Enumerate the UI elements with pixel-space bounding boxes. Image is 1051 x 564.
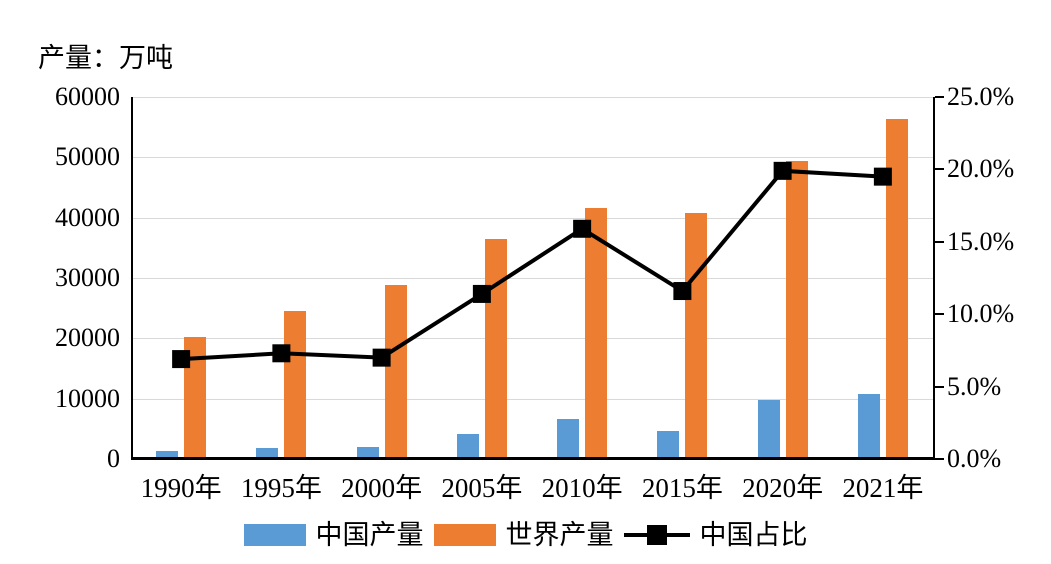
plot-area	[131, 97, 933, 459]
china-share-marker	[873, 167, 892, 186]
legend-label-china-production: 中国产量	[315, 520, 424, 550]
y-axis-right-tick-label: 0.0%	[947, 444, 1002, 473]
china-share-marker	[172, 350, 191, 369]
chart-title: 产量：万吨	[38, 43, 173, 73]
china-share-line-layer	[172, 161, 892, 369]
gridline	[131, 338, 933, 340]
y-axis-left-tick-label: 50000	[55, 142, 120, 172]
x-axis-category-label: 2005年	[441, 473, 523, 503]
bar-world-production	[685, 213, 708, 459]
bar-world-production	[885, 118, 908, 459]
bar-china-production	[757, 400, 780, 459]
legend: 中国产量 世界产量 中国占比	[0, 518, 1051, 552]
gridline	[131, 278, 933, 279]
legend-swatch-world-production	[433, 524, 496, 546]
china-share-marker	[472, 284, 491, 303]
x-axis-category-label: 1990年	[140, 473, 222, 503]
y-axis-right-tick-label: 25.0%	[947, 82, 1015, 111]
x-axis-category-label: 2015年	[641, 473, 723, 503]
y-axis-left-tick-label: 20000	[55, 323, 120, 353]
y-axis-left-line	[131, 97, 133, 459]
bar-china-production	[557, 419, 580, 459]
bar-china-production	[657, 430, 680, 459]
y-axis-left-tick-label: 0	[107, 444, 120, 473]
right-axis-tick	[935, 313, 944, 316]
x-axis-category-label: 2000年	[341, 473, 423, 503]
bar-world-production	[384, 285, 407, 459]
china-share-marker	[372, 348, 391, 367]
x-axis-category-label: 1995年	[240, 473, 322, 503]
y-axis-left-tick-label: 30000	[55, 263, 120, 292]
legend-label-world-production: 世界产量	[505, 520, 614, 550]
y-axis-right-tick-label: 10.0%	[947, 299, 1015, 329]
y-axis-right-tick-label: 15.0%	[947, 226, 1015, 256]
china-share-marker	[673, 282, 692, 301]
x-axis-category-label: 2020年	[742, 473, 824, 503]
bar-china-production	[256, 448, 279, 459]
right-axis-tick	[935, 168, 944, 171]
gridline	[131, 217, 933, 219]
right-axis-tick	[935, 96, 944, 98]
china-share-line	[181, 168, 883, 362]
x-axis-line	[131, 457, 935, 460]
bar-china-production	[456, 433, 479, 459]
legend-swatch-china-production	[243, 524, 306, 546]
legend-line-sample-china-share	[623, 524, 690, 546]
y-axis-right-line	[933, 97, 935, 459]
y-axis-right-tick-label: 5.0%	[947, 371, 1002, 401]
bar-china-production	[857, 393, 880, 459]
right-axis-tick	[935, 458, 944, 460]
bar-world-production	[585, 208, 608, 459]
y-axis-left-tick-label: 60000	[55, 82, 120, 111]
china-share-marker	[573, 219, 592, 238]
bar-china-production	[156, 450, 179, 459]
legend-square-marker-icon	[646, 525, 667, 545]
bar-world-production	[785, 160, 808, 459]
y-axis-left-tick-label: 10000	[55, 383, 120, 413]
china-share-marker	[272, 344, 291, 363]
x-axis-category-label: 2010年	[541, 473, 623, 503]
gridline	[131, 157, 933, 159]
x-axis-category-label: 2021年	[842, 473, 924, 503]
legend-label-china-share: 中国占比	[699, 520, 808, 550]
bar-china-production	[356, 446, 379, 459]
y-axis-right-tick-label: 20.0%	[947, 154, 1015, 184]
right-axis-tick	[935, 385, 944, 388]
china-share-marker	[773, 161, 792, 180]
y-axis-left-tick-label: 40000	[55, 202, 120, 232]
right-axis-tick	[935, 240, 944, 243]
gridline	[131, 97, 933, 98]
gridline	[131, 398, 933, 400]
